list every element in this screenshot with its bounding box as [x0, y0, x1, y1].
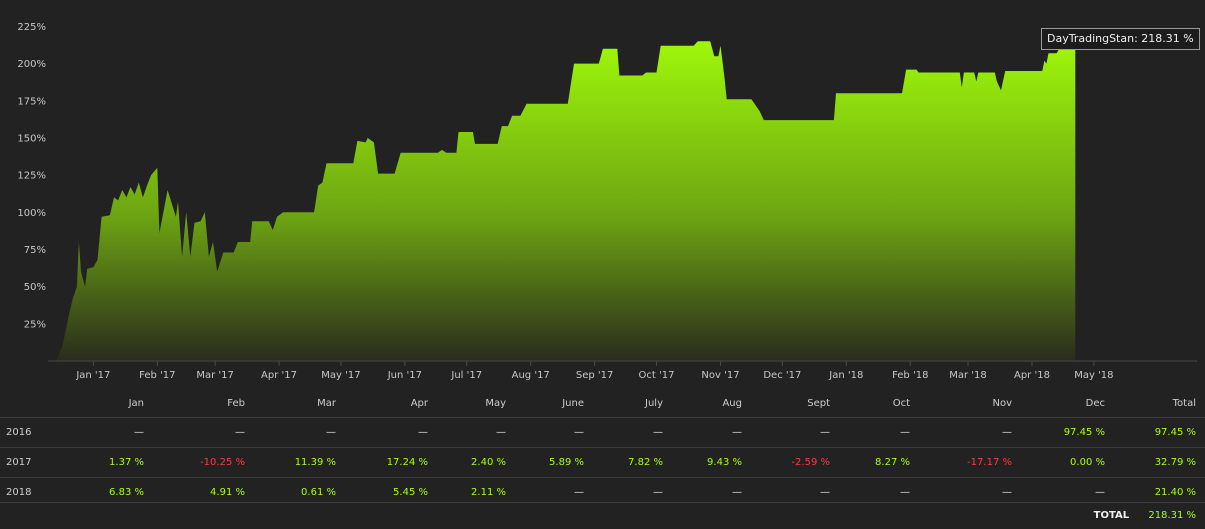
month-return-cell: 97.45 % [1012, 417, 1105, 448]
month-return-cell: 1.37 % [62, 447, 144, 478]
year-cell: 2016 [0, 417, 62, 448]
grand-total-label: TOTAL [1093, 510, 1130, 521]
y-tick-label: 25% [24, 319, 46, 330]
y-tick-label: 100% [17, 208, 46, 219]
x-tick-label: Oct '17 [639, 370, 675, 381]
month-return-cell: — [506, 417, 584, 448]
x-axis: Jan '17 Feb '17 Mar '17 Apr '17 May '17 Jun '… [75, 361, 1114, 381]
month-return-cell: 9.43 % [663, 447, 742, 478]
grand-total-value: 218.31 % [1148, 510, 1196, 521]
header-cell: Apr [410, 398, 428, 409]
y-tick-label: 125% [17, 171, 46, 182]
monthly-returns-table: Jan Feb Mar Apr May June July Aug Sept O… [0, 390, 1205, 507]
month-return-cell: 5.89 % [506, 447, 584, 478]
plot-area [56, 36, 1076, 362]
x-tick-label: Feb '17 [139, 370, 175, 381]
grand-total: TOTAL 218.31 % [1094, 503, 1196, 529]
y-tick-label: 50% [24, 282, 46, 293]
table-header-row: Jan Feb Mar Apr May June July Aug Sept O… [0, 390, 1205, 418]
year-total-cell: 32.79 % [1105, 447, 1205, 478]
header-cell: Aug [722, 398, 742, 409]
month-return-cell: — [428, 417, 506, 448]
header-cell: Total [1172, 398, 1196, 409]
month-return-cell: 7.82 % [584, 447, 663, 478]
header-cell: July [645, 398, 663, 409]
header-cell: Oct [892, 398, 910, 409]
x-tick-label: Feb '18 [892, 370, 928, 381]
header-cell: Jan [128, 398, 144, 409]
header-cell [0, 390, 62, 418]
year-cell: 2017 [0, 447, 62, 478]
header-cell: Nov [992, 398, 1012, 409]
x-tick-label: Apr '18 [1014, 370, 1050, 381]
x-tick-label: May '17 [321, 370, 360, 381]
month-return-cell: 0.00 % [1012, 447, 1105, 478]
month-return-cell: — [830, 417, 910, 448]
x-tick-label: Mar '18 [949, 370, 987, 381]
series-tooltip: DayTradingStan: 218.31 % [1041, 28, 1200, 50]
month-return-cell: -17.17 % [910, 447, 1012, 478]
divider [0, 502, 1205, 503]
month-return-cell: — [62, 417, 144, 448]
x-tick-label: Jan '18 [828, 370, 863, 381]
header-cell: Sept [807, 398, 830, 409]
equity-curve-chart: 25% 50% 75% 100% 125% 150% 175% 200% 225% Jan '1… [17, 22, 1197, 381]
month-return-cell: 17.24 % [336, 447, 428, 478]
x-tick-label: Mar '17 [196, 370, 234, 381]
month-return-cell: — [663, 417, 742, 448]
month-return-cell: -2.59 % [742, 447, 830, 478]
month-return-cell: 11.39 % [245, 447, 336, 478]
month-return-cell: 8.27 % [830, 447, 910, 478]
x-tick-label: Jul '17 [450, 370, 482, 381]
x-tick-label: Apr '17 [261, 370, 297, 381]
y-axis: 25% 50% 75% 100% 125% 150% 175% 200% 225% [17, 22, 46, 330]
header-cell: May [485, 398, 506, 409]
x-tick-label: Aug '17 [512, 370, 550, 381]
header-cell: June [562, 398, 584, 409]
x-tick-label: Jan '17 [75, 370, 110, 381]
year-total-cell: 97.45 % [1105, 417, 1205, 448]
y-tick-label: 75% [24, 245, 46, 256]
month-return-cell: 2.40 % [428, 447, 506, 478]
month-return-cell: -10.25 % [144, 447, 245, 478]
y-tick-label: 225% [17, 22, 46, 33]
table-row: 2017 1.37 % -10.25 % 11.39 % 17.24 % 2.40 % 5.… [0, 447, 1205, 478]
header-cell: Mar [317, 398, 336, 409]
month-return-cell: — [910, 417, 1012, 448]
x-tick-label: Dec '17 [763, 370, 801, 381]
x-tick-label: Jun '17 [387, 370, 422, 381]
series-area-daytradingstan [56, 36, 1076, 362]
y-tick-label: 175% [17, 96, 46, 107]
x-tick-label: Nov '17 [701, 370, 739, 381]
month-return-cell: — [336, 417, 428, 448]
header-cell: Dec [1085, 398, 1105, 409]
header-cell: Feb [227, 398, 245, 409]
y-tick-label: 200% [17, 59, 46, 70]
y-tick-label: 150% [17, 133, 46, 144]
month-return-cell: — [144, 417, 245, 448]
month-return-cell: — [584, 417, 663, 448]
x-tick-label: Sep '17 [576, 370, 614, 381]
x-tick-label: May '18 [1074, 370, 1113, 381]
table-row: 2016— — — — — — — — — — —97.45 % 97.45 % [0, 417, 1205, 448]
month-return-cell: — [742, 417, 830, 448]
month-return-cell: — [245, 417, 336, 448]
